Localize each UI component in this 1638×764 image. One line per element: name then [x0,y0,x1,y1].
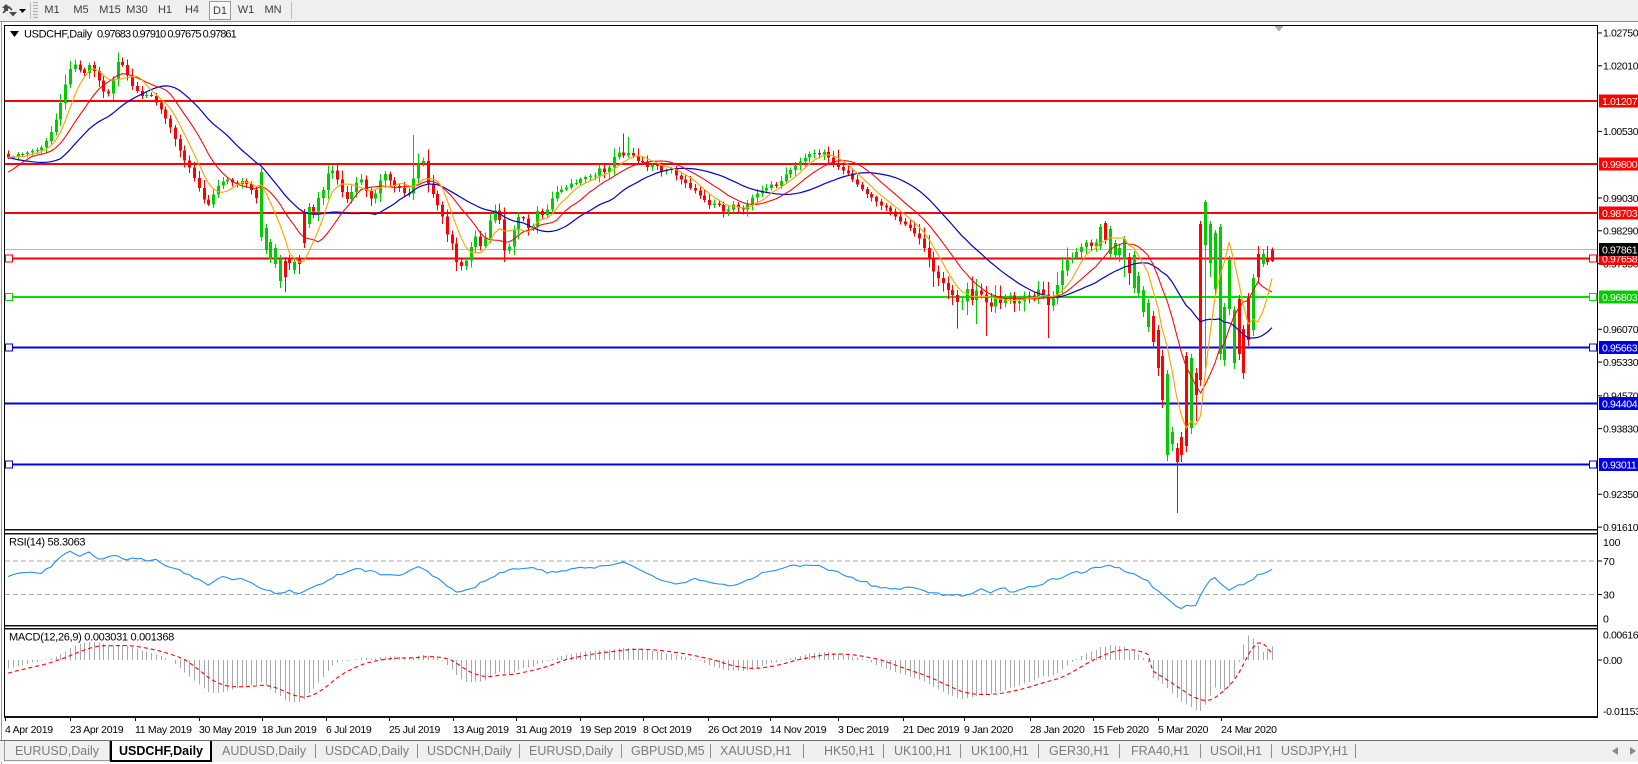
svg-text:0.93011: 0.93011 [1602,459,1637,471]
svg-text:5 Mar 2020: 5 Mar 2020 [1158,724,1209,736]
svg-text:0.97658: 0.97658 [1602,253,1638,265]
svg-text:3 Dec 2019: 3 Dec 2019 [838,724,889,736]
svg-text:USDCHF,Daily: USDCHF,Daily [24,29,93,41]
svg-text:24 Mar 2020: 24 Mar 2020 [1221,724,1277,736]
svg-text:30: 30 [1603,589,1615,601]
svg-text:23 Apr 2019: 23 Apr 2019 [70,724,124,736]
svg-text:4 Apr 2019: 4 Apr 2019 [5,724,53,736]
svg-text:1.00530: 1.00530 [1603,126,1638,138]
svg-text:100: 100 [1603,537,1621,549]
svg-text:0.99800: 0.99800 [1602,159,1638,171]
svg-text:31 Aug 2019: 31 Aug 2019 [516,724,572,736]
svg-text:0.96070: 0.96070 [1603,324,1638,336]
svg-text:0.95663: 0.95663 [1602,342,1638,354]
svg-text:30 May 2019: 30 May 2019 [199,724,257,736]
svg-text:13 Aug 2019: 13 Aug 2019 [453,724,509,736]
svg-text:0.98290: 0.98290 [1603,226,1638,238]
svg-text:14 Nov 2019: 14 Nov 2019 [770,724,827,736]
svg-text:1.02750: 1.02750 [1603,28,1638,40]
svg-text:8 Oct 2019: 8 Oct 2019 [643,724,692,736]
svg-text:6 Jul 2019: 6 Jul 2019 [326,724,372,736]
svg-text:21 Dec 2019: 21 Dec 2019 [903,724,960,736]
svg-text:0.96803: 0.96803 [1602,292,1638,304]
svg-text:MACD(12,26,9) 0.003031 0.00136: MACD(12,26,9) 0.003031 0.001368 [9,632,174,644]
svg-text:11 May 2019: 11 May 2019 [135,724,192,736]
svg-text:1.02010: 1.02010 [1603,61,1638,73]
svg-text:18 Jun 2019: 18 Jun 2019 [262,724,317,736]
svg-text:9 Jan 2020: 9 Jan 2020 [964,724,1013,736]
svg-text:0.97861: 0.97861 [1602,244,1638,256]
svg-text:0.99030: 0.99030 [1603,193,1638,205]
svg-text:0.94404: 0.94404 [1602,398,1638,410]
svg-text:1.01207: 1.01207 [1602,96,1638,108]
svg-text:0.98703: 0.98703 [1602,208,1638,220]
svg-text:0.92350: 0.92350 [1603,489,1638,501]
svg-text:19 Sep 2019: 19 Sep 2019 [580,724,637,736]
svg-text:0.93830: 0.93830 [1603,423,1638,435]
svg-text:0.97683 0.97910 0.97675 0.9786: 0.97683 0.97910 0.97675 0.97861 [97,29,237,41]
svg-text:25 Jul 2019: 25 Jul 2019 [389,724,440,736]
svg-text:0.95330: 0.95330 [1603,357,1638,369]
svg-text:15 Feb 2020: 15 Feb 2020 [1093,724,1149,736]
svg-text:0: 0 [1603,613,1609,625]
svg-text:0.00: 0.00 [1603,655,1622,667]
svg-text:28 Jan 2020: 28 Jan 2020 [1030,724,1085,736]
svg-text:-0.01153: -0.01153 [1603,706,1638,718]
svg-text:0.91610: 0.91610 [1603,522,1638,534]
svg-text:26 Oct 2019: 26 Oct 2019 [708,724,762,736]
svg-text:RSI(14) 58.3063: RSI(14) 58.3063 [9,537,85,549]
svg-text:0.006167: 0.006167 [1603,629,1638,641]
svg-text:70: 70 [1603,556,1615,568]
